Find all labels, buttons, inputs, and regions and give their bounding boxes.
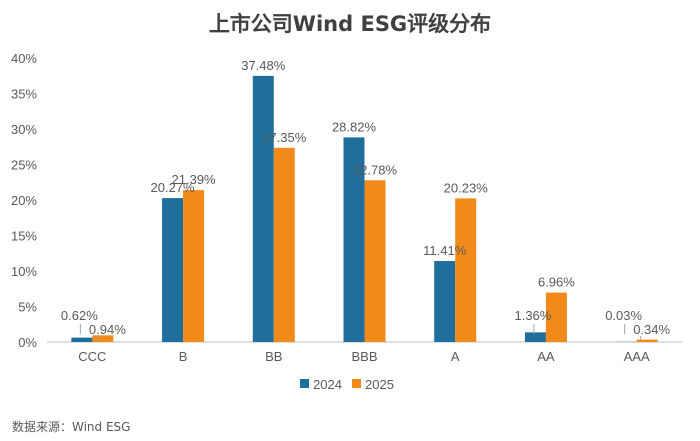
data-label: 37.48% bbox=[241, 58, 286, 73]
source-note: 数据来源：Wind ESG bbox=[12, 420, 131, 434]
data-label: 27.35% bbox=[262, 130, 307, 145]
y-tick-label: 10% bbox=[11, 264, 37, 279]
y-tick-label: 30% bbox=[11, 122, 37, 137]
x-tick-label: A bbox=[451, 349, 460, 364]
data-label: 22.78% bbox=[353, 162, 398, 177]
bar-2024-B bbox=[162, 198, 184, 342]
x-tick-label: BB bbox=[265, 349, 282, 364]
y-tick-label: 15% bbox=[11, 229, 37, 244]
data-label: 28.82% bbox=[332, 119, 377, 134]
bar-2024-BBB bbox=[343, 137, 365, 342]
legend-swatch-2025 bbox=[352, 379, 361, 388]
x-tick-label: B bbox=[179, 349, 188, 364]
y-tick-label: 25% bbox=[11, 158, 37, 173]
chart-title: 上市公司Wind ESG评级分布 bbox=[208, 12, 492, 36]
x-tick-label: AA bbox=[537, 349, 555, 364]
data-label: 11.41% bbox=[423, 243, 467, 258]
bar-2025-BB bbox=[273, 147, 295, 342]
data-label: 20.23% bbox=[444, 180, 489, 195]
data-label: 0.94% bbox=[89, 322, 126, 337]
bar-2024-A bbox=[434, 260, 456, 342]
bar-2025-AA bbox=[545, 292, 567, 342]
legend-label-2024: 2024 bbox=[313, 377, 342, 392]
x-tick-label: BBB bbox=[351, 349, 377, 364]
bar-2025-BBB bbox=[364, 180, 386, 342]
data-label: 0.03% bbox=[605, 308, 642, 323]
y-tick-label: 0% bbox=[18, 335, 37, 350]
data-label: 6.96% bbox=[538, 275, 575, 290]
x-tick-label: CCC bbox=[78, 349, 106, 364]
y-tick-label: 40% bbox=[11, 51, 37, 66]
bar-2025-B bbox=[183, 190, 205, 342]
bar-2025-CCC bbox=[92, 335, 114, 342]
data-label: 1.36% bbox=[514, 308, 551, 323]
legend-swatch-2024 bbox=[300, 379, 309, 388]
y-tick-label: 20% bbox=[11, 193, 37, 208]
data-label: 0.62% bbox=[61, 308, 98, 323]
y-tick-label: 5% bbox=[18, 300, 37, 315]
bar-2024-BB bbox=[252, 75, 274, 342]
y-tick-label: 35% bbox=[11, 87, 37, 102]
bar-2025-A bbox=[455, 198, 477, 342]
data-label: 20.27% bbox=[151, 180, 196, 195]
x-tick-label: AAA bbox=[624, 349, 650, 364]
bar-2025-AAA bbox=[636, 339, 658, 342]
legend-label-2025: 2025 bbox=[365, 377, 394, 392]
data-label: 21.39% bbox=[172, 172, 217, 187]
bar-2024-CCC bbox=[71, 337, 93, 342]
data-label: 0.34% bbox=[633, 322, 670, 337]
bar-2024-AA bbox=[524, 332, 546, 342]
